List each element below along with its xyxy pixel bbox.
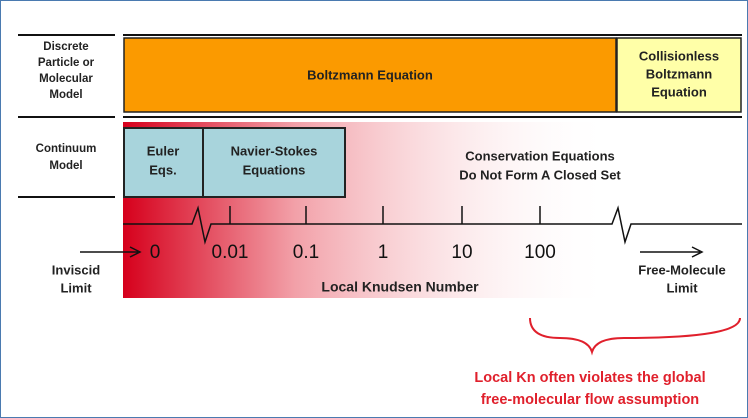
collisionless-box (616, 37, 742, 113)
row-lines (18, 34, 742, 198)
limit-label: Free-Molecule (638, 262, 725, 277)
left-arrow (80, 246, 142, 258)
row-label: Continuum (36, 143, 97, 155)
axis-line (123, 205, 742, 245)
tick-label: 0.01 (212, 242, 249, 263)
tick-label: 10 (451, 242, 472, 263)
conservation-text: Do Not Form A Closed Set (459, 167, 621, 182)
tick-label: 0.1 (293, 242, 319, 263)
box-label: Boltzmann Equation (307, 67, 433, 82)
box-label: Collisionless (639, 48, 719, 63)
navier-stokes-box (202, 127, 346, 198)
tick-label: 1 (378, 242, 389, 263)
ticks (229, 206, 541, 224)
tick-label: 0 (150, 242, 161, 263)
limit-label: Limit (666, 280, 698, 295)
tick-label: 100 (524, 242, 556, 263)
limit-label: Inviscid (52, 262, 100, 277)
row-label: Particle or (38, 57, 95, 69)
row-label: Discrete (43, 41, 88, 53)
box-label: Navier-Stokes (231, 143, 318, 158)
box-label: Boltzmann (646, 66, 713, 81)
row-label: Model (49, 160, 82, 172)
axis-title: Local Knudsen Number (321, 279, 479, 295)
brace (529, 317, 741, 356)
box-label: Equation (651, 84, 707, 99)
conservation-text: Conservation Equations (465, 148, 615, 163)
row-label: Molecular (39, 73, 93, 85)
note: free-molecular flow assumption (481, 392, 699, 408)
box-label: Euler (147, 143, 180, 158)
boltzmann-box (123, 37, 617, 113)
limit-label: Limit (60, 280, 92, 295)
row-label: Model (49, 89, 82, 101)
box-label: Eqs. (149, 162, 176, 177)
box-label: Equations (243, 162, 306, 177)
right-arrow (640, 246, 704, 258)
note: Local Kn often violates the global (474, 370, 705, 386)
